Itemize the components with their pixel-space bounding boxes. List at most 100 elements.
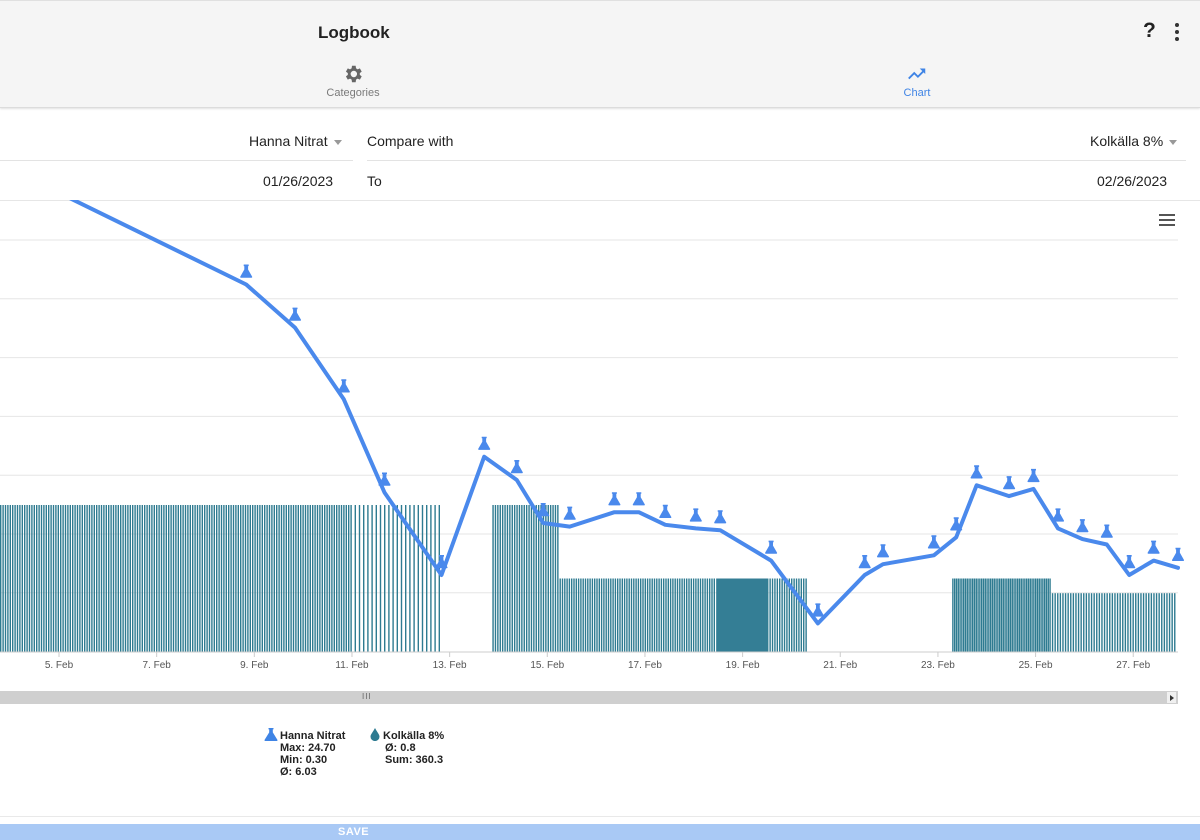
bar (175, 505, 177, 652)
bar (1103, 593, 1106, 652)
bar (388, 505, 390, 652)
bar (1090, 593, 1093, 652)
data-point-flask-icon (240, 264, 253, 278)
help-icon[interactable]: ? (1143, 19, 1156, 42)
bar (300, 505, 302, 652)
bar (788, 578, 791, 652)
bar (1013, 578, 1015, 652)
from-date-value: 01/26/2023 (263, 173, 334, 189)
bar (973, 578, 976, 652)
tab-categories[interactable]: Categories (293, 63, 413, 99)
compare-with-select[interactable]: Compare with Kolkälla 8% (367, 120, 1186, 161)
bar (535, 505, 537, 652)
bar (970, 578, 972, 652)
data-point-flask-icon (714, 510, 727, 524)
save-button-label: SAVE (338, 826, 370, 838)
bar (127, 505, 129, 652)
data-point-flask-icon (1051, 508, 1065, 522)
legend-item-hanna[interactable]: Hanna Nitrat Max: 24.70 Min: 0.30 Ø: 6.0… (264, 728, 345, 778)
chart-scrollbar[interactable]: III (0, 691, 1178, 704)
bar (690, 578, 692, 652)
to-date-field[interactable]: To 02/26/2023 (367, 160, 1186, 201)
bar (343, 505, 345, 652)
bar (288, 505, 290, 652)
bar (132, 505, 134, 652)
bar (230, 505, 232, 652)
bar (122, 505, 124, 652)
bar (1124, 593, 1127, 652)
bar (791, 578, 793, 652)
bar (225, 505, 227, 652)
save-button[interactable]: SAVE (0, 824, 1200, 840)
bar (688, 578, 690, 652)
bar (1022, 578, 1024, 652)
bar (139, 505, 141, 652)
bar (1057, 593, 1059, 652)
chart-menu-icon[interactable] (1159, 214, 1175, 227)
bar (674, 578, 676, 652)
bar (997, 578, 999, 652)
bar (803, 578, 805, 652)
bar (194, 505, 196, 652)
bar (1072, 593, 1075, 652)
x-tick-label: 23. Feb (921, 660, 955, 671)
bar (704, 578, 706, 652)
bar (1034, 578, 1037, 652)
bar (172, 505, 175, 652)
bar (800, 578, 803, 652)
from-date-field[interactable]: 01/26/2023 (0, 160, 353, 201)
bar (1011, 578, 1013, 652)
bar (228, 505, 230, 652)
bar (1070, 593, 1072, 652)
scroll-right-arrow-icon[interactable] (1166, 691, 1177, 704)
data-point-flask-icon (288, 307, 302, 321)
bar (354, 505, 356, 652)
bar (614, 578, 617, 652)
bar (48, 505, 50, 652)
x-tick-label: 13. Feb (433, 660, 467, 671)
bar (528, 505, 530, 652)
flask-shape (1076, 519, 1089, 533)
x-tick-label: 7. Feb (142, 660, 171, 671)
flask-shape (378, 472, 391, 486)
more-vert-icon[interactable] (1170, 23, 1184, 43)
flask-shape (950, 517, 963, 531)
bar (348, 505, 350, 652)
bar (1155, 593, 1158, 652)
bar (993, 578, 995, 652)
app-title: Logbook (318, 23, 390, 42)
bar (331, 505, 333, 652)
compare-series-value: Kolkälla 8% (1090, 133, 1164, 149)
bar (786, 578, 788, 652)
x-tick-label: 25. Feb (1019, 660, 1053, 671)
flask-shape (765, 540, 778, 554)
x-tick-label: 5. Feb (45, 660, 74, 671)
bar (621, 578, 623, 652)
x-tick-label: 21. Feb (823, 660, 857, 671)
bar (676, 578, 679, 652)
flask-shape (435, 555, 448, 569)
flask-shape (1123, 555, 1136, 569)
tab-chart[interactable]: Chart (857, 63, 977, 99)
bar (955, 578, 958, 652)
tab-categories-label: Categories (326, 87, 380, 99)
bar (587, 578, 589, 652)
bar (141, 505, 143, 652)
primary-series-select[interactable]: Hanna Nitrat (0, 120, 353, 161)
bar (509, 505, 511, 652)
bar (7, 505, 9, 652)
bar (38, 505, 40, 652)
legend-item-kolkalla[interactable]: Kolkälla 8% Ø: 0.8 Sum: 360.3 (369, 728, 444, 766)
bar (93, 505, 95, 652)
scrollbar-grip[interactable]: III (362, 692, 372, 701)
bar (633, 578, 635, 652)
bar (499, 505, 501, 652)
bar (1015, 578, 1017, 652)
bar (50, 505, 52, 652)
bar (521, 505, 523, 652)
bar (1002, 578, 1004, 652)
bar (1085, 593, 1088, 652)
bar (957, 578, 959, 652)
flask-shape (659, 504, 672, 518)
bar (494, 505, 497, 652)
